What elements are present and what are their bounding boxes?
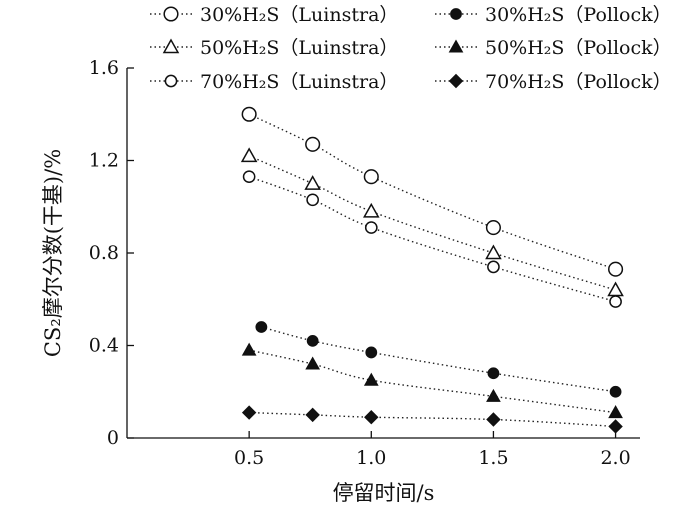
series-1 — [241, 106, 624, 277]
data-point — [306, 193, 320, 207]
x-tick-label: 0.5 — [234, 447, 264, 469]
data-point — [485, 220, 501, 236]
legend-marker — [448, 39, 464, 53]
data-point — [305, 136, 321, 152]
data-point — [242, 170, 256, 184]
axes — [126, 68, 640, 439]
legend-item-6: 70%H₂S（Pollock） — [435, 71, 672, 93]
legend-item-5: 50%H₂S（Pollock） — [435, 37, 672, 59]
data-point — [609, 385, 622, 398]
legend: 30%H₂S（Luinstra） 50%H₂S（Luinstra） 70%H₂S（L… — [150, 4, 672, 93]
data-point — [364, 409, 379, 425]
legend-marker — [163, 6, 179, 22]
y-axis-title: CS₂摩尔分数(干基)/% — [41, 149, 65, 357]
data-point — [486, 388, 501, 402]
data-point — [241, 405, 257, 420]
x-axis-title: 停留时间/s — [333, 481, 435, 505]
data-point — [363, 169, 379, 185]
trend-line — [248, 349, 616, 414]
legend-label: 30%H₂S（Luinstra） — [200, 4, 398, 26]
legend-marker — [450, 8, 462, 20]
legend-label: 30%H₂S（Pollock） — [485, 4, 672, 26]
trend-line — [248, 155, 616, 291]
data-point — [609, 295, 622, 308]
data-point — [305, 356, 321, 370]
data-point — [485, 244, 502, 260]
data-point — [486, 412, 501, 427]
data-point — [304, 175, 321, 190]
data-point — [608, 261, 624, 277]
series-3 — [242, 170, 622, 308]
legend-marker — [164, 74, 178, 88]
trend-line — [248, 176, 616, 303]
y-tick-label: 0.8 — [89, 242, 119, 264]
legend-marker — [448, 73, 464, 89]
data-point — [608, 405, 623, 419]
data-point — [607, 281, 624, 297]
data-point — [305, 407, 320, 423]
legend-item-4: 30%H₂S（Pollock） — [435, 4, 672, 26]
data-point — [241, 342, 257, 356]
data-point — [363, 372, 379, 386]
legend-item-3: 70%H₂S（Luinstra） — [150, 71, 398, 93]
legend-item-1: 30%H₂S（Luinstra） — [150, 4, 398, 26]
legend-marker — [162, 38, 180, 54]
y-tick-label: 1.2 — [89, 150, 119, 172]
y-tick-label: 1.6 — [89, 57, 119, 79]
data-point — [306, 334, 319, 347]
ticks: 0.5 1.0 1.5 2.0 0 0.4 0.8 1.2 1.6 — [89, 57, 631, 469]
legend-label: 70%H₂S（Pollock） — [485, 71, 672, 93]
y-tick-label: 0 — [107, 427, 119, 449]
series-layer — [240, 106, 624, 434]
legend-item-2: 50%H₂S（Luinstra） — [150, 37, 398, 59]
legend-label: 50%H₂S（Luinstra） — [200, 37, 398, 59]
trend-line — [248, 113, 616, 270]
data-point — [487, 260, 500, 274]
data-point — [608, 419, 623, 434]
data-point — [365, 346, 378, 359]
data-point — [241, 106, 257, 122]
series-6 — [241, 405, 623, 434]
data-point — [255, 321, 268, 333]
y-tick-label: 0.4 — [89, 335, 119, 357]
data-point — [487, 367, 500, 380]
trend-line — [261, 326, 616, 393]
legend-label: 50%H₂S（Pollock） — [485, 37, 672, 59]
data-point — [240, 147, 258, 163]
x-tick-label: 2.0 — [600, 447, 630, 469]
trend-line — [249, 411, 616, 428]
data-point — [364, 221, 378, 234]
x-tick-label: 1.0 — [356, 447, 386, 469]
series-4 — [255, 321, 622, 398]
x-tick-label: 1.5 — [478, 447, 508, 469]
series-2 — [240, 147, 624, 297]
series-5 — [241, 342, 623, 419]
data-point — [363, 202, 380, 218]
legend-label: 70%H₂S（Luinstra） — [200, 71, 398, 93]
